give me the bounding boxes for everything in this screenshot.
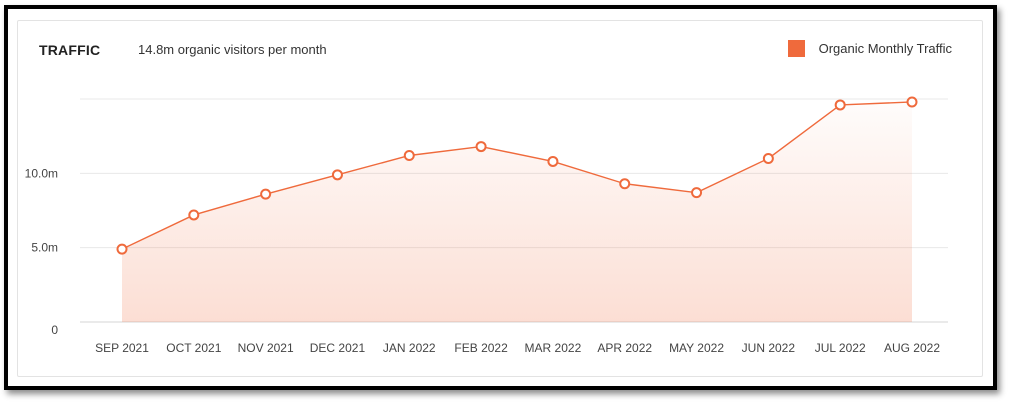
x-tick-label: AUG 2022 (884, 341, 940, 355)
x-tick-label: NOV 2021 (238, 341, 294, 355)
data-point (906, 96, 918, 108)
data-point (547, 155, 559, 167)
data-point (475, 141, 487, 153)
x-tick-label: SEP 2021 (95, 341, 149, 355)
legend-swatch (787, 40, 805, 57)
data-point (403, 149, 415, 161)
x-tick-label: OCT 2021 (166, 341, 221, 355)
x-tick-label: JUN 2022 (742, 341, 796, 355)
data-point (116, 243, 128, 255)
x-tick-label: FEB 2022 (454, 341, 508, 355)
data-point (260, 188, 272, 200)
x-tick-label: MAR 2022 (525, 341, 582, 355)
y-tick-label: 5.0m (31, 241, 58, 255)
data-point (834, 99, 846, 111)
x-tick-label: JAN 2022 (383, 341, 436, 355)
series-line (121, 101, 913, 250)
screenshot-frame: TRAFFIC 14.8m organic visitors per month… (4, 5, 997, 390)
data-point (619, 178, 631, 190)
y-tick-label: 10.0m (25, 166, 58, 180)
data-point (331, 169, 343, 181)
data-point (188, 209, 200, 221)
x-tick-label: MAY 2022 (669, 341, 724, 355)
x-tick-label: APR 2022 (597, 341, 652, 355)
card-title: TRAFFIC (39, 42, 101, 58)
x-tick-label: JUL 2022 (815, 341, 866, 355)
legend-label: Organic Monthly Traffic (818, 41, 952, 56)
traffic-chart: 0 5.0m 10.0m SEP 2021 OCT 2021 NOV 2021 DEC 20… (25, 96, 948, 355)
data-point (762, 152, 774, 164)
y-tick-label: 0 (51, 323, 58, 337)
card-subtitle: 14.8m organic visitors per month (138, 42, 327, 57)
chart-legend[interactable]: Organic Monthly Traffic (787, 40, 952, 57)
data-point (691, 187, 703, 199)
x-tick-label: DEC 2021 (310, 341, 366, 355)
series-area (122, 101, 912, 323)
